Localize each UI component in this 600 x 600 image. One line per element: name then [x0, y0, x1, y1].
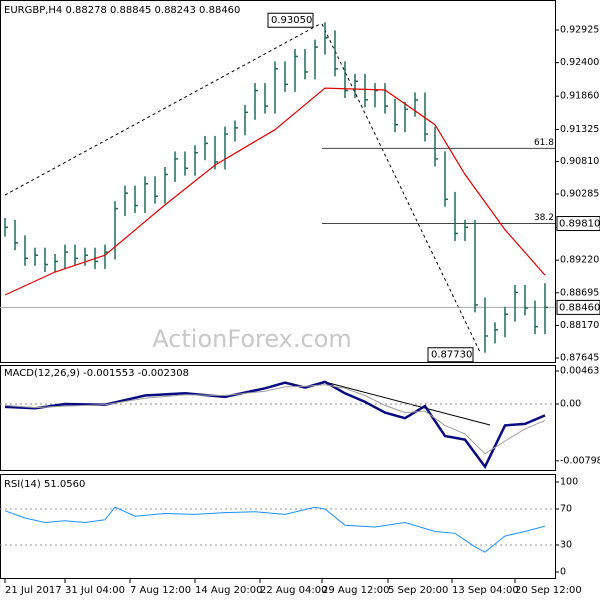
- rsi-title: RSI(14) 51.0560: [4, 479, 85, 490]
- y-tick-label: 70: [560, 503, 572, 514]
- macd-panel: [0, 365, 556, 471]
- dashed-trend: [321, 23, 481, 353]
- macd-title: MACD(12,26,9) -0.001553 -0.002308: [4, 368, 189, 379]
- y-tick-label: 0.90810: [560, 156, 599, 167]
- y-tick-label: 100: [560, 477, 578, 488]
- dashed-trend: [4, 23, 321, 196]
- x-tick-label: 7 Aug 12:00: [130, 585, 191, 596]
- y-tick-label: 0.91325: [560, 124, 599, 135]
- annotation-box: [427, 347, 474, 363]
- y-tick-label: 30: [560, 539, 572, 550]
- value-box: [556, 216, 600, 232]
- y-tick-label: 0.004637: [560, 366, 600, 377]
- value-box: [556, 299, 600, 315]
- y-tick-label: 0: [560, 566, 566, 577]
- y-tick-label: 0.89220: [560, 255, 599, 266]
- fib-label: 38.2: [534, 213, 554, 223]
- series-line: [4, 384, 546, 455]
- x-tick-label: 22 Aug 04:00: [260, 585, 327, 596]
- series-line: [4, 506, 546, 553]
- rsi-panel: [0, 474, 556, 579]
- price-panel: [0, 0, 556, 363]
- annotation: 0.87730: [431, 350, 472, 361]
- annotation: 0.93050: [271, 15, 312, 26]
- annotation-box: [267, 12, 314, 28]
- x-tick-label: 21 Jul 2017: [5, 585, 62, 596]
- price-line-label: 0.88460: [559, 302, 600, 313]
- y-tick-label: 0.00: [560, 399, 581, 410]
- y-tick-label: 0.88170: [560, 320, 599, 331]
- series-line: [4, 380, 546, 470]
- x-tick-label: 29 Aug 12:00: [322, 585, 389, 596]
- y-tick-label: 0.87645: [560, 353, 599, 364]
- y-tick-label: 0.92400: [560, 57, 599, 68]
- y-tick-label: -0.007983: [560, 455, 600, 466]
- fib-value-label: 0.89810: [559, 219, 600, 230]
- y-tick-label: 0.90285: [560, 189, 599, 200]
- x-tick-label: 31 Jul 04:00: [65, 585, 125, 596]
- y-tick-label: 0.88695: [560, 287, 599, 298]
- moving-average: [4, 87, 546, 296]
- x-tick-label: 5 Sep 20:00: [388, 585, 448, 596]
- y-tick-label: 0.92925: [560, 25, 599, 36]
- macd-trendline: [324, 381, 491, 426]
- chart-title: EURGBP,H4 0.88278 0.88845 0.88243 0.8846…: [4, 5, 240, 16]
- x-tick-label: 20 Sep 12:00: [515, 585, 582, 596]
- watermark: ActionForex.com: [152, 325, 352, 353]
- y-tick-label: 0.91860: [560, 91, 599, 102]
- fib-label: 61.8: [534, 138, 554, 148]
- x-tick-label: 13 Sep 04:00: [452, 585, 519, 596]
- x-tick-label: 14 Aug 20:00: [195, 585, 262, 596]
